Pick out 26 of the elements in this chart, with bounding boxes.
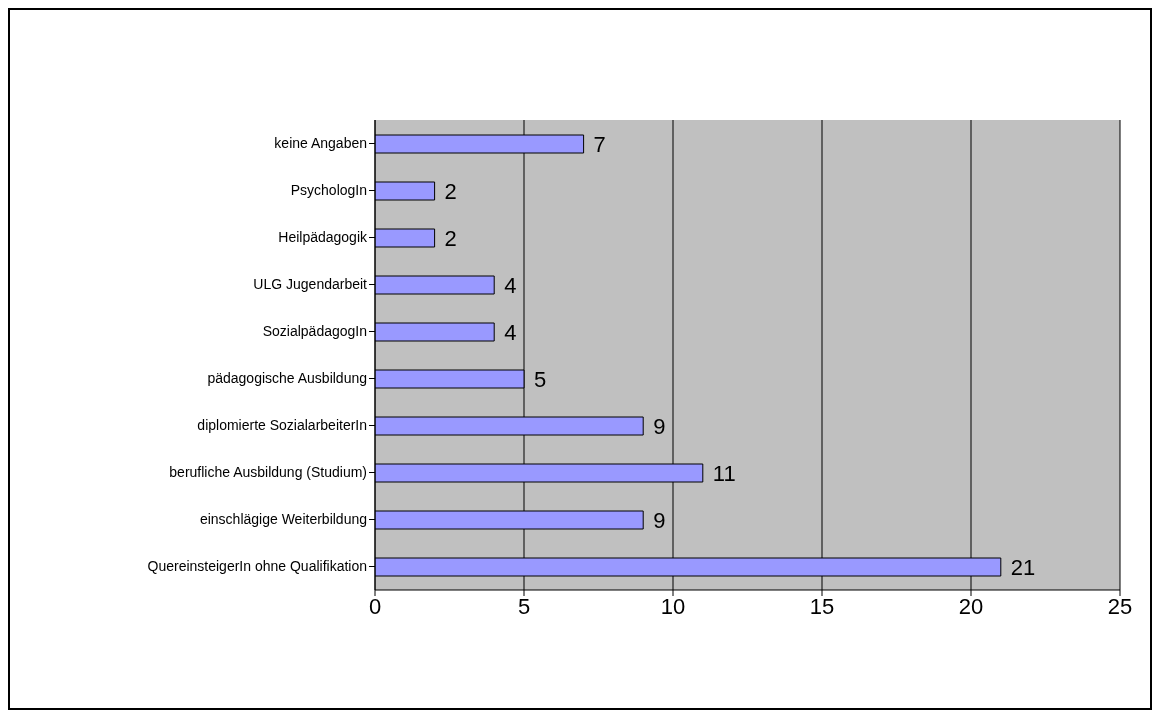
y-tick-label: pädagogische Ausbildung	[207, 370, 367, 387]
data-label: 21	[1010, 554, 1036, 580]
y-tick-label: Heilpädagogik	[278, 229, 368, 246]
data-label: 4	[504, 319, 517, 345]
y-tick-label: PsychologIn	[290, 182, 367, 199]
data-label: 9	[653, 507, 666, 533]
x-tick-label: 20	[958, 593, 984, 619]
y-tick-label: QuereinsteigerIn ohne Qualifikation	[147, 558, 367, 575]
y-tick-label: SozialpädagogIn	[262, 323, 367, 340]
y-tick-label: diplomierte SozialarbeiterIn	[197, 417, 367, 434]
data-label: 2	[444, 225, 457, 251]
x-tick-label: 25	[1107, 593, 1133, 619]
y-tick-label: einschlägige Weiterbildung	[199, 511, 367, 528]
x-tick-label: 10	[660, 593, 686, 619]
data-label: 9	[653, 413, 666, 439]
y-tick-label: ULG Jugendarbeit	[253, 276, 368, 293]
y-tick-label: berufliche Ausbildung (Studium)	[169, 464, 367, 481]
data-label: 7	[593, 131, 606, 157]
x-tick-label: 0	[368, 593, 382, 619]
y-tick-label: keine Angaben	[274, 135, 367, 152]
data-label: 5	[534, 366, 547, 392]
x-tick-label: 5	[517, 593, 531, 619]
data-label: 4	[504, 272, 517, 298]
data-label: 2	[444, 178, 457, 204]
x-tick-label: 15	[809, 593, 835, 619]
data-label: 11	[712, 460, 736, 486]
